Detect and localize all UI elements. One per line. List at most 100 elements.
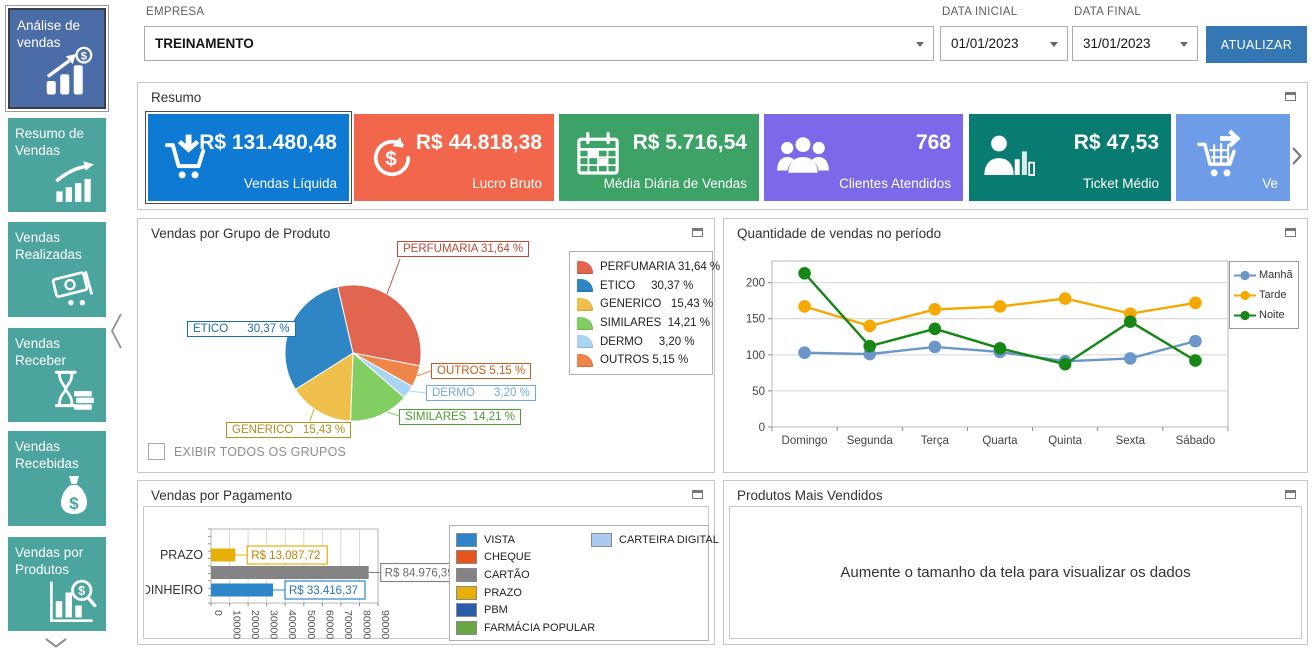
sidebar-item-label: Vendas Receber — [15, 336, 67, 369]
bar-chart-magnifier-icon: $ — [46, 573, 98, 625]
atualizar-button[interactable]: ATUALIZAR — [1206, 26, 1307, 63]
svg-text:Quinta: Quinta — [1048, 435, 1082, 447]
svg-text:0: 0 — [212, 610, 224, 616]
sidebar-item-label: Vendas Recebidas — [15, 439, 79, 472]
cards-scroll-right-icon[interactable] — [1290, 146, 1303, 166]
line-chart-legend: Manhã Tarde Noite — [1229, 261, 1299, 329]
data-final-select[interactable]: 31/01/2023 — [1072, 26, 1198, 61]
kpi-label: Ticket Médio — [1082, 176, 1159, 191]
svg-text:50: 50 — [752, 386, 765, 398]
vendas-grupo-panel: Vendas por Grupo de Produto PERFUMARIA 3… — [137, 218, 720, 473]
svg-text:Domingo: Domingo — [782, 435, 828, 447]
pie-legend: PERFUMARIA 31,64 % ETICO 30,37 % GENERIC… — [569, 251, 720, 375]
cart-arrow-down-icon — [160, 130, 216, 186]
pie-callout-outros: OUTROS 5,15 % — [431, 363, 532, 379]
svg-text:Terça: Terça — [921, 435, 950, 447]
svg-text:150: 150 — [746, 314, 765, 326]
money-bag-icon: $ — [50, 472, 98, 520]
growth-arrow-bars-icon — [48, 156, 98, 206]
svg-text:10000: 10000 — [231, 610, 243, 639]
legend-item: PERFUMARIA 31,64 % — [577, 258, 720, 277]
exibir-todos-grupos-label: EXIBIR TODOS OS GRUPOS — [174, 444, 347, 459]
legend-swatch — [577, 260, 593, 274]
collapse-panel-icon[interactable] — [1285, 228, 1296, 237]
hourglass-money-icon — [48, 366, 98, 416]
svg-text:50000: 50000 — [305, 610, 317, 639]
legend-swatch — [456, 620, 477, 635]
sidebar-item-vendas-realizadas[interactable]: Vendas Realizadas — [8, 222, 106, 317]
svg-text:DINHEIRO: DINHEIRO — [146, 583, 203, 597]
kpi-card-media-diaria[interactable]: R$ 5.716,54 Média Diária de Vendas — [559, 114, 759, 201]
sidebar-item-vendas-receber[interactable]: Vendas Receber — [8, 328, 106, 422]
data-inicial-label: DATA INICIAL — [942, 6, 1018, 18]
payment-legend: VISTA CHEQUE CARTÃO PRAZO PBM FARMÁCIA P… — [449, 525, 719, 641]
panel-title: Vendas por Grupo de Produto — [151, 226, 331, 241]
line-chart: 0 50 100 150 200 Domingo Segunda Terça Quarta Qui… — [746, 260, 1229, 447]
svg-text:Quarta: Quarta — [982, 435, 1018, 447]
legend-swatch — [456, 550, 477, 565]
kpi-card-ticket-medio[interactable]: R$ 47,53 Ticket Médio — [969, 114, 1171, 201]
legend-swatch — [456, 585, 477, 600]
sidebar-item-label: Vendas por Produtos — [15, 545, 84, 578]
kpi-card-vendas-liquida[interactable]: R$ 131.480,48 Vendas Líquida — [145, 111, 352, 204]
resize-message: Aumente o tamanho da tela para visualiza… — [840, 563, 1191, 581]
pie-chart — [283, 258, 432, 422]
kpi-label: Clientes Atendidos — [839, 176, 951, 191]
legend-item: CARTEIRA DIGITAL — [591, 531, 719, 549]
legend-swatch — [456, 603, 477, 618]
panel-title: Resumo — [151, 90, 202, 105]
data-inicial-select[interactable]: 01/01/2023 — [940, 26, 1068, 61]
kpi-label: Vendas Líquida — [243, 176, 337, 191]
collapse-panel-icon[interactable] — [692, 228, 703, 237]
svg-text:100: 100 — [746, 350, 765, 362]
svg-text:Sábado: Sábado — [1176, 435, 1216, 447]
bar-chart-growth-dollar-icon: $ — [40, 45, 94, 99]
legend-item: Manhã — [1234, 265, 1294, 285]
sidebar-item-resumo-de-vendas[interactable]: Resumo de Vendas — [8, 118, 106, 212]
kpi-label: Lucro Bruto — [472, 176, 542, 191]
sidebar-item-analise-de-vendas[interactable]: Análise de vendas $ — [8, 8, 106, 109]
pie-callout-perfumaria: PERFUMARIA 31,64 % — [397, 241, 530, 257]
legend-item: Tarde — [1234, 285, 1294, 305]
svg-text:200: 200 — [746, 278, 765, 290]
svg-text:$: $ — [385, 148, 397, 171]
sidebar-scroll-down-icon[interactable] — [44, 637, 68, 649]
collapse-panel-icon[interactable] — [692, 490, 703, 499]
kpi-value: 768 — [915, 131, 951, 154]
kpi-label: Ve — [1262, 176, 1278, 191]
collapse-panel-icon[interactable] — [1285, 490, 1296, 499]
kpi-label: Média Diária de Vendas — [603, 176, 747, 191]
pie-callout-generico: GENERICO 15,43 % — [226, 422, 352, 438]
kpi-card-partial[interactable]: Ve — [1176, 114, 1290, 201]
legend-item: DERMO 3,20 % — [577, 332, 705, 351]
payment-bar-chart: R$ 13.087,72 PRAZO R$ 84.976,39 R$ 33.416,3… — [146, 528, 458, 639]
money-cart-icon — [48, 261, 98, 311]
collapse-sidebar-icon[interactable] — [108, 310, 126, 352]
kpi-value: R$ 131.480,48 — [199, 131, 337, 154]
pie-callout-similares: SIMILARES 14,21 % — [399, 409, 521, 425]
legend-marker — [1234, 270, 1256, 281]
empresa-select[interactable]: TREINAMENTO — [144, 26, 934, 61]
chevron-down-icon — [1180, 42, 1188, 47]
sidebar-item-vendas-recebidas[interactable]: Vendas Recebidas $ — [8, 431, 106, 526]
sidebar-item-label: Vendas Realizadas — [15, 230, 82, 263]
kpi-value: R$ 5.716,54 — [632, 131, 747, 154]
kpi-card-lucro-bruto[interactable]: $ R$ 44.818,38 Lucro Bruto — [354, 114, 554, 201]
legend-swatch — [577, 316, 593, 330]
collapse-panel-icon[interactable] — [1285, 92, 1296, 101]
legend-item: CARTÃO — [456, 566, 591, 584]
svg-text:$: $ — [69, 494, 79, 513]
legend-marker — [1234, 310, 1256, 321]
exibir-todos-grupos-checkbox[interactable] — [148, 443, 165, 460]
sidebar-item-vendas-por-produtos[interactable]: Vendas por Produtos $ — [8, 537, 106, 631]
calendar-icon — [571, 128, 625, 182]
produtos-content-box — [729, 506, 1302, 639]
kpi-card-clientes-atendidos[interactable]: 768 Clientes Atendidos — [764, 114, 963, 201]
pie-callout-etico: ETICO 30,37 % — [187, 321, 296, 337]
legend-item: OUTROS 5,15 % — [577, 351, 705, 370]
chevron-down-icon — [1050, 42, 1058, 47]
svg-text:40000: 40000 — [286, 610, 298, 639]
legend-item: SIMILARES 14,21 % — [577, 314, 710, 333]
vendas-pagamento-panel: Vendas por Pagamento R$ 13.087,72 PRAZO R$… — [137, 480, 719, 645]
resumo-panel: Resumo R$ 131.480,48 Vendas Líquida $ — [137, 82, 1308, 210]
